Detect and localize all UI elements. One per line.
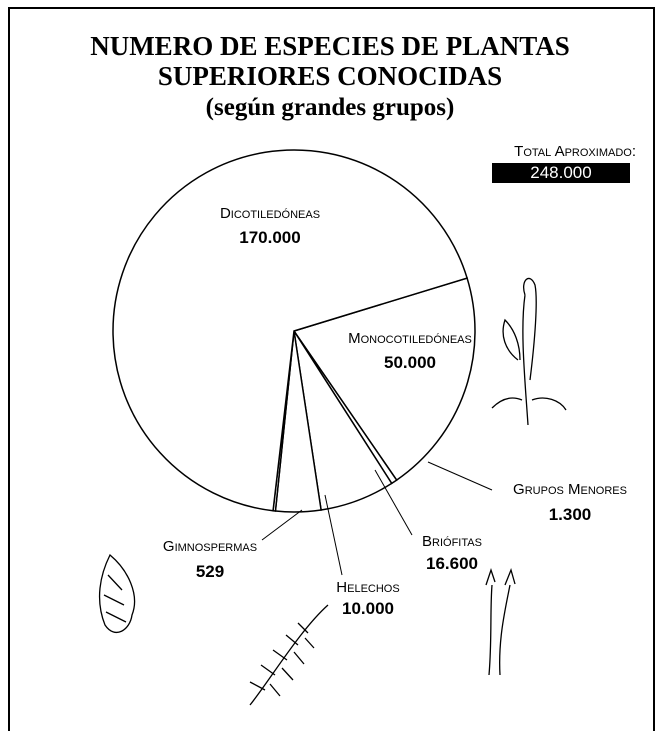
leader-line — [262, 510, 302, 540]
leader-line — [428, 462, 492, 490]
total-label: Total Aproximado: — [514, 143, 636, 160]
value-label: 529 — [196, 562, 224, 581]
slice-label: Grupos Menores — [513, 481, 627, 498]
value-label: 50.000 — [384, 353, 436, 372]
value-label: 16.600 — [426, 554, 478, 573]
value-label: 1.300 — [549, 505, 592, 524]
chart: NUMERO DE ESPECIES DE PLANTAS SUPERIORES… — [0, 0, 660, 731]
slice-label: Briófitas — [422, 533, 482, 550]
total-value: 248.000 — [530, 163, 591, 182]
slice-label: Monocotiledóneas — [348, 330, 472, 347]
slice-label: Gimnospermas — [163, 538, 257, 555]
value-label: 170.000 — [239, 228, 300, 247]
slice-label: Helechos — [336, 579, 399, 596]
value-label: 10.000 — [342, 599, 394, 618]
chart-title: NUMERO DE ESPECIES DE PLANTAS — [90, 31, 570, 61]
slice-label: Dicotiledóneas — [220, 205, 320, 222]
chart-title: SUPERIORES CONOCIDAS — [158, 61, 502, 91]
chart-subtitle: (según grandes grupos) — [206, 94, 455, 121]
